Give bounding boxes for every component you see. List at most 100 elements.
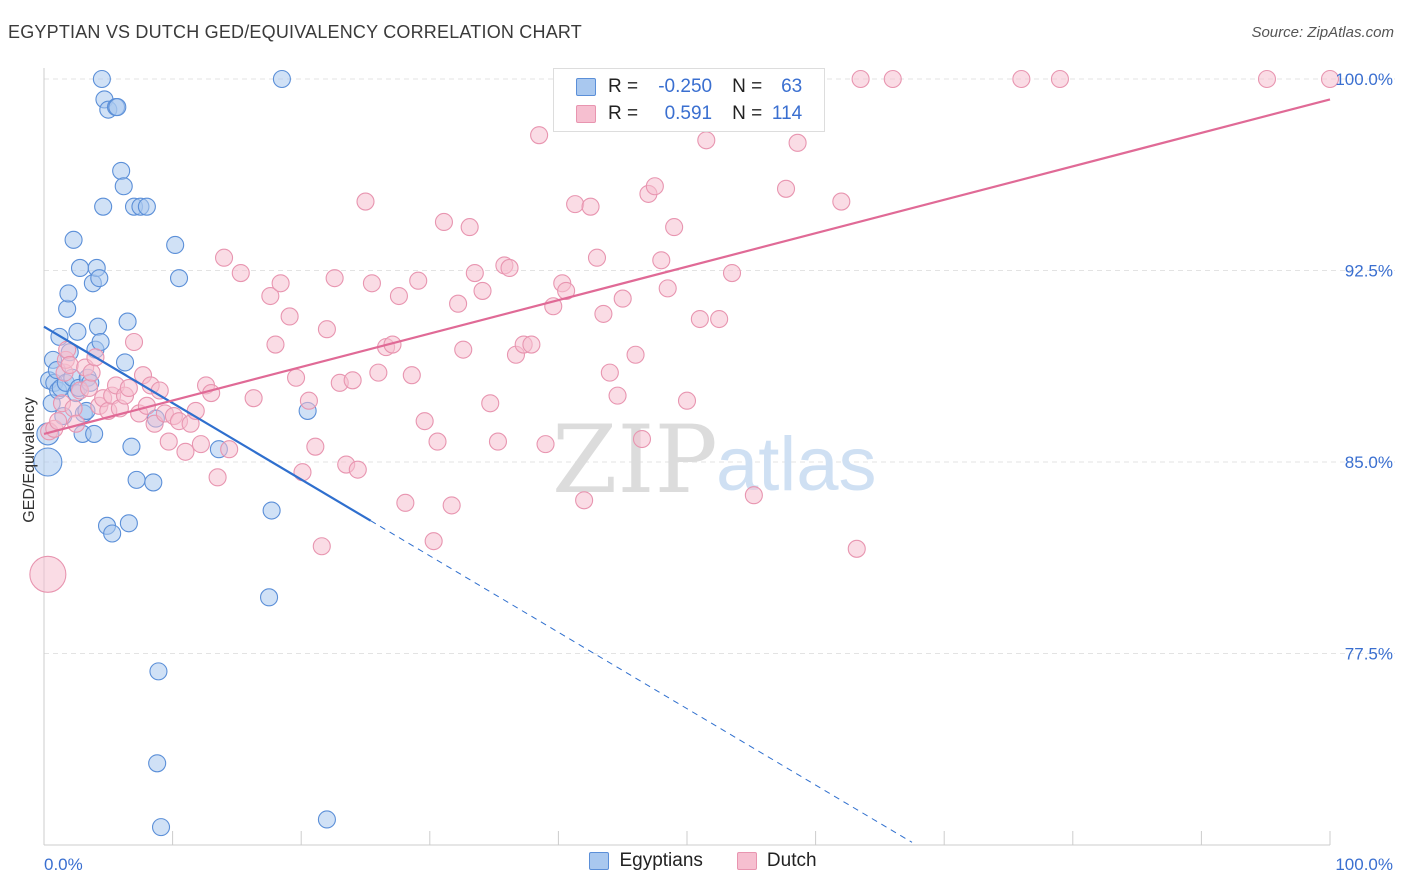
stats-box: R = -0.250 N = 63 R = 0.591 N = 114 bbox=[553, 68, 825, 132]
dutch-point bbox=[293, 463, 312, 482]
dutch-point bbox=[594, 304, 613, 323]
dutch-point bbox=[632, 429, 652, 449]
y-tick-label: 77.5% bbox=[1345, 645, 1393, 664]
legend-item-dutch[interactable]: Dutch bbox=[736, 850, 817, 872]
dutch-point bbox=[434, 212, 453, 232]
egyptians-point bbox=[88, 317, 108, 336]
dutch-point bbox=[325, 269, 344, 288]
dutch-swatch bbox=[576, 105, 596, 123]
dutch-point bbox=[710, 309, 729, 329]
dutch-point bbox=[788, 133, 807, 152]
dutch-trend-line bbox=[43, 98, 1331, 435]
egyptians-point bbox=[118, 312, 137, 331]
dutch-point bbox=[883, 69, 902, 89]
dutch-point bbox=[608, 386, 627, 405]
dutch-point bbox=[442, 496, 461, 515]
egyptians-point bbox=[148, 754, 167, 773]
egyptians-point bbox=[90, 269, 109, 288]
dutch-point bbox=[49, 412, 68, 431]
r-label: R = bbox=[608, 103, 639, 124]
dutch-point bbox=[415, 412, 434, 431]
dutch-point bbox=[665, 218, 684, 237]
dutch-point bbox=[473, 281, 492, 300]
dutch-point bbox=[82, 363, 101, 382]
x-tick-label: 0.0% bbox=[44, 855, 83, 874]
dutch-point bbox=[488, 432, 508, 451]
watermark-atlas: atlas bbox=[716, 422, 877, 507]
dutch-point bbox=[299, 391, 318, 410]
trend-lines bbox=[43, 98, 1331, 843]
n-value: 114 bbox=[771, 103, 803, 124]
stats-row-egyptians: R = -0.250 N = 63 bbox=[576, 74, 802, 100]
dutch-point bbox=[847, 539, 866, 558]
dutch-point bbox=[500, 258, 519, 277]
dutch-point bbox=[343, 371, 362, 390]
stats-row-dutch: R = 0.591 N = 114 bbox=[576, 101, 802, 127]
dutch-point bbox=[191, 435, 210, 454]
dutch-point bbox=[424, 532, 443, 551]
egyptians-point bbox=[127, 470, 146, 489]
legend-item-egyptians[interactable]: Egyptians bbox=[589, 850, 703, 872]
dutch-point bbox=[266, 335, 285, 354]
dutch-point bbox=[449, 294, 468, 313]
dutch-point bbox=[776, 179, 796, 198]
dutch-point bbox=[60, 355, 79, 375]
legend-swatch-egyptians bbox=[589, 852, 610, 870]
egyptians-point bbox=[119, 514, 138, 533]
egyptians-point bbox=[144, 473, 163, 492]
dutch-point bbox=[600, 363, 619, 382]
egyptians-point bbox=[149, 662, 168, 681]
legend-label-dutch: Dutch bbox=[766, 850, 817, 871]
egyptians-point bbox=[85, 424, 104, 443]
dutch-point bbox=[29, 555, 67, 593]
dutch-point bbox=[280, 307, 299, 326]
egyptians-point bbox=[317, 810, 336, 829]
dutch-point bbox=[1320, 69, 1340, 89]
dutch-point bbox=[362, 274, 381, 293]
y-axis-label: GED/Equivalency bbox=[21, 397, 38, 522]
egyptians-point bbox=[64, 230, 83, 249]
dutch-point bbox=[79, 378, 99, 398]
dutch-point bbox=[557, 281, 576, 300]
egyptians-point bbox=[166, 235, 185, 255]
egyptians-point bbox=[91, 332, 110, 352]
r-value: -0.250 bbox=[658, 76, 713, 97]
dutch-point bbox=[744, 486, 763, 505]
egyptians-point bbox=[169, 269, 189, 288]
egyptians-point bbox=[70, 258, 90, 277]
egyptians-point bbox=[103, 524, 122, 543]
dutch-point bbox=[832, 192, 851, 211]
dutch-point bbox=[231, 264, 250, 283]
dutch-point bbox=[317, 320, 336, 339]
dutch-point bbox=[220, 440, 239, 459]
dutch-point bbox=[677, 391, 697, 410]
n-value: 63 bbox=[781, 76, 803, 97]
dutch-point bbox=[575, 491, 594, 510]
dutch-point bbox=[261, 286, 280, 306]
dutch-point bbox=[658, 279, 677, 298]
egyptians-point bbox=[92, 69, 111, 89]
egyptians-trend-extension bbox=[370, 520, 913, 843]
dutch-point bbox=[124, 332, 144, 352]
dutch-point bbox=[244, 389, 263, 408]
dutch-point bbox=[409, 271, 428, 290]
r-value: 0.591 bbox=[664, 103, 713, 124]
r-label: R = bbox=[608, 76, 639, 97]
dutch-point bbox=[481, 394, 500, 413]
dutch-point bbox=[64, 399, 83, 418]
dutch-point bbox=[581, 197, 600, 216]
dutch-point bbox=[530, 126, 549, 145]
dutch-point bbox=[348, 460, 367, 479]
dutch-point bbox=[1012, 69, 1031, 89]
egyptians-point bbox=[59, 284, 78, 303]
dutch-point bbox=[356, 192, 375, 211]
egyptians-point bbox=[112, 161, 131, 180]
legend-swatch-dutch bbox=[736, 852, 757, 870]
egyptians-point bbox=[137, 197, 156, 216]
dutch-point bbox=[613, 289, 632, 308]
dutch-point bbox=[536, 435, 555, 454]
egyptians-point bbox=[94, 197, 113, 216]
legend: Egyptians Dutch bbox=[0, 850, 1406, 872]
dutch-point bbox=[626, 345, 645, 364]
